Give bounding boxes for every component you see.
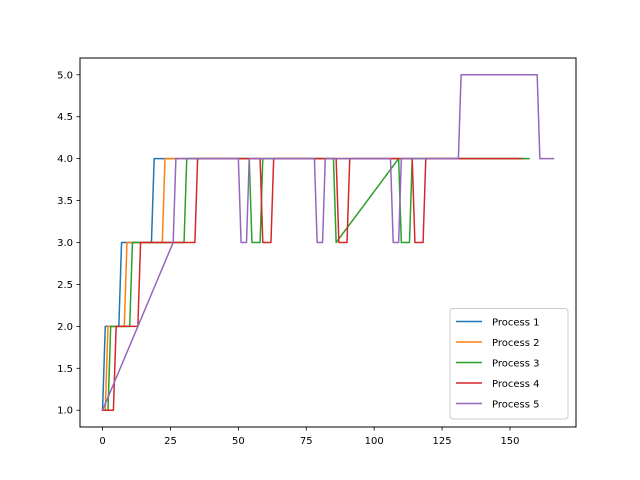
series-line-process-4: [101, 157, 522, 411]
x-axis: 0 25 50 75 100 125 150: [99, 427, 520, 447]
x-tick-label: 25: [164, 436, 177, 447]
series-line-process-5: [101, 74, 555, 412]
series-layer: [101, 74, 555, 412]
y-tick-label: 3.0: [57, 238, 73, 249]
series-line-process-1: [101, 157, 525, 412]
x-tick-label: 50: [232, 436, 245, 447]
y-tick-label: 4.5: [57, 112, 73, 123]
legend-label-process-5: Process 5: [492, 400, 539, 411]
legend-box: [449, 308, 569, 420]
y-tick-label: 1.5: [57, 364, 73, 375]
legend-label-process-3: Process 3: [492, 359, 539, 370]
y-tick-label: 2.5: [57, 280, 73, 291]
x-tick-label: 0: [99, 436, 105, 447]
x-tick-label: 125: [433, 436, 452, 447]
y-tick-label: 4.0: [57, 154, 73, 165]
y-tick-label: 2.0: [57, 322, 73, 333]
y-tick-label: 3.5: [57, 196, 73, 207]
y-axis: 1.0 1.5 2.0 2.5 3.0 3.5 4.0 4.5 5.0: [57, 70, 80, 417]
x-tick-label: 150: [500, 436, 519, 447]
y-tick-label: 5.0: [57, 70, 73, 81]
x-tick-label: 100: [365, 436, 384, 447]
legend-label-process-2: Process 2: [492, 338, 539, 349]
y-tick-label: 1.0: [57, 406, 73, 417]
legend-label-process-1: Process 1: [492, 318, 539, 329]
legend-label-process-4: Process 4: [492, 379, 539, 390]
x-tick-label: 75: [300, 436, 313, 447]
legend: Process 1 Process 2 Process 3 Process 4 Proc…: [449, 308, 569, 420]
